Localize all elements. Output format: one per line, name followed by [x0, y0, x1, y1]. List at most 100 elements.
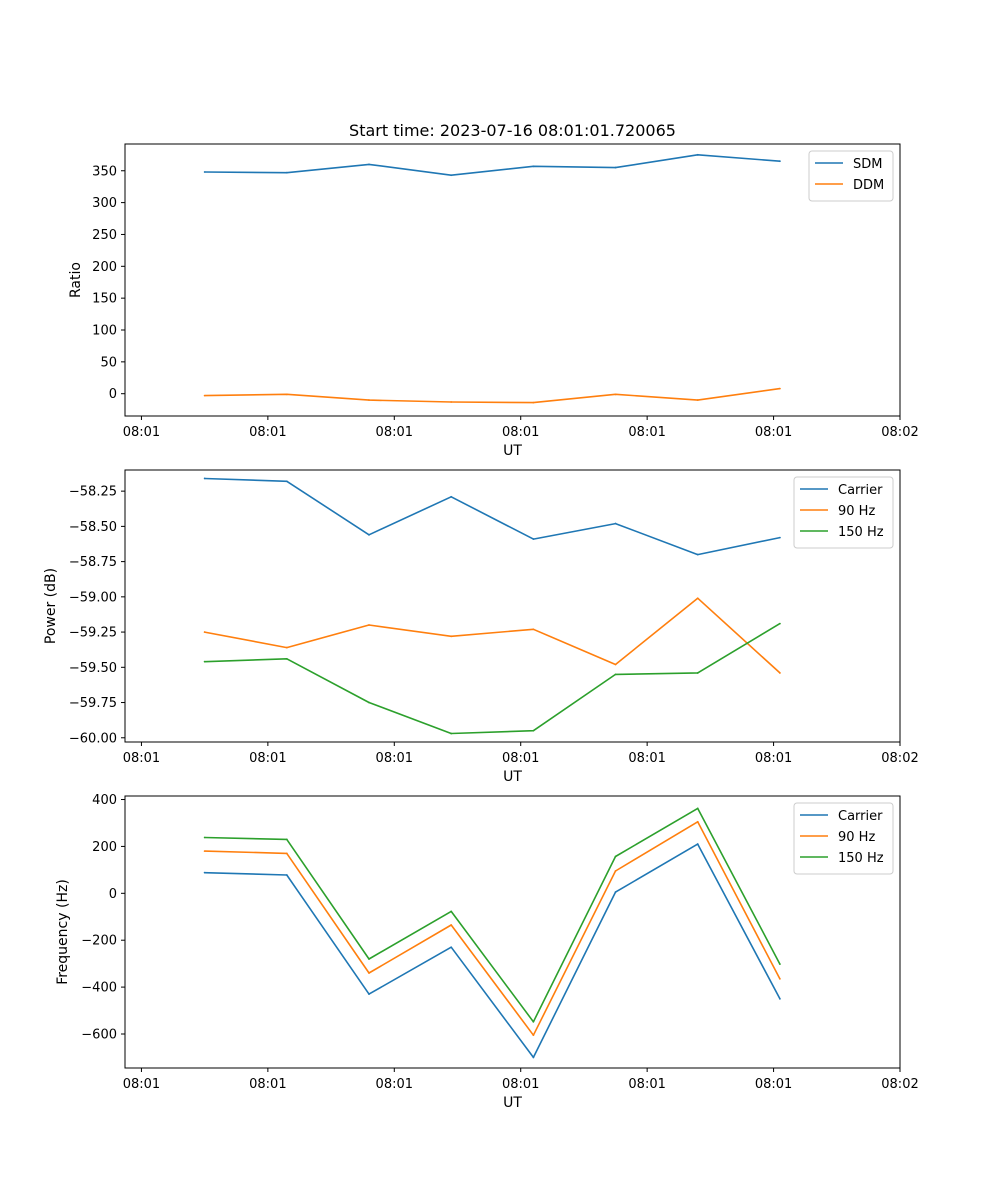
legend-label-90-hz: 90 Hz	[838, 830, 875, 845]
data-point-90-hz	[696, 597, 699, 600]
x-tick-label: 08:01	[123, 751, 160, 766]
y-tick-label: 400	[92, 793, 117, 808]
legend: SDM DDM	[808, 150, 894, 202]
x-axis-label: UT	[503, 443, 522, 459]
y-tick-label: −400	[81, 981, 117, 996]
data-point-150-hz	[450, 732, 453, 735]
x-tick-label: 08:01	[755, 425, 792, 440]
data-point-sdm	[203, 171, 206, 173]
x-tick-label: 08:01	[755, 751, 792, 766]
data-point-90-hz	[778, 672, 781, 674]
data-point-90-hz	[285, 646, 288, 649]
data-point-carrier	[614, 891, 617, 894]
y-tick-label: 100	[92, 324, 117, 339]
data-point-carrier	[696, 843, 699, 845]
data-point-150-hz	[614, 855, 617, 858]
x-tick-label: 08:01	[376, 751, 413, 766]
x-tick-label: 08:01	[755, 1077, 792, 1092]
data-point-90-hz	[532, 1034, 535, 1037]
data-point-carrier	[778, 536, 781, 539]
series-line-150-hz	[204, 807, 781, 1023]
y-tick-label: 200	[92, 260, 117, 275]
data-point-carrier	[450, 946, 453, 949]
data-point-sdm	[614, 166, 617, 169]
data-point-sdm	[778, 160, 781, 163]
y-tick-label: 200	[92, 840, 117, 855]
data-point-ddm	[368, 399, 370, 401]
y-axis-label: Ratio	[68, 262, 84, 298]
data-point-90-hz	[203, 631, 206, 633]
data-point-150-hz	[532, 1020, 535, 1023]
data-point-carrier	[203, 477, 206, 480]
data-point-ddm	[450, 401, 453, 403]
data-point-150-hz	[778, 963, 781, 966]
data-point-150-hz	[778, 622, 781, 625]
data-point-ddm	[203, 394, 206, 397]
data-point-90-hz	[450, 635, 453, 638]
y-axis-label: Frequency (Hz)	[55, 879, 71, 985]
data-point-carrier	[532, 1056, 535, 1059]
y-tick-label: −59.50	[69, 661, 117, 676]
x-tick-label: 08:01	[376, 425, 413, 440]
data-point-sdm	[368, 163, 370, 166]
axes-frame	[124, 469, 901, 743]
x-tick-label: 08:01	[123, 1077, 160, 1092]
data-point-150-hz	[532, 729, 535, 732]
data-point-carrier	[285, 874, 288, 876]
legend-label-carrier: Carrier	[838, 809, 883, 824]
data-point-90-hz	[203, 850, 206, 853]
y-tick-label: 250	[92, 228, 117, 243]
x-tick-label: 08:01	[502, 1077, 539, 1092]
legend-label-sdm: SDM	[853, 157, 882, 172]
chart-title: Start time: 2023-07-16 08:01:01.720065	[349, 121, 676, 140]
y-tick-label: 150	[92, 292, 117, 307]
legend-label-carrier: Carrier	[838, 483, 883, 498]
data-point-sdm	[450, 174, 453, 177]
y-tick-label: 300	[92, 196, 117, 211]
data-point-150-hz	[614, 673, 617, 676]
legend: Carrier 90 Hz 150 Hz	[793, 476, 894, 549]
data-point-carrier	[778, 997, 781, 1000]
x-tick-label: 08:01	[502, 425, 539, 440]
x-axis-label: UT	[503, 769, 522, 785]
data-point-sdm	[532, 165, 535, 168]
data-point-carrier	[368, 533, 370, 536]
data-point-sdm	[285, 171, 288, 174]
data-point-90-hz	[532, 628, 535, 631]
axes-frame	[124, 795, 901, 1069]
y-tick-label: −58.75	[69, 555, 117, 570]
data-point-carrier	[203, 871, 206, 874]
y-tick-label: 50	[100, 355, 117, 370]
data-point-150-hz	[203, 660, 206, 663]
data-point-150-hz	[203, 836, 206, 839]
data-point-carrier	[368, 993, 370, 996]
series-line-sdm	[204, 154, 780, 176]
legend: Carrier 90 Hz 150 Hz	[793, 802, 894, 875]
x-tick-label: 08:02	[881, 751, 918, 766]
x-tick-label: 08:01	[249, 425, 286, 440]
series-line-carrier	[204, 843, 781, 1059]
x-tick-label: 08:01	[628, 1077, 665, 1092]
data-point-carrier	[532, 538, 535, 540]
data-point-90-hz	[778, 977, 781, 980]
y-tick-label: −59.25	[69, 626, 117, 641]
y-tick-label: 350	[92, 164, 117, 179]
x-tick-label: 08:01	[249, 1077, 286, 1092]
data-point-ddm	[532, 401, 535, 404]
x-axis-label: UT	[503, 1095, 522, 1111]
legend-label-90-hz: 90 Hz	[838, 504, 875, 519]
y-tick-label: −58.50	[69, 520, 117, 535]
series-line-90-hz	[204, 820, 781, 1036]
data-point-90-hz	[368, 624, 370, 626]
chart-panel-1: 08:01 08:01 08:01 08:01 08:01 08:01 08:02 0 50 10…	[68, 143, 919, 459]
series-line-ddm	[204, 387, 781, 404]
data-point-90-hz	[696, 820, 699, 823]
x-tick-label: 08:01	[628, 425, 665, 440]
data-point-ddm	[696, 399, 699, 401]
data-point-90-hz	[368, 972, 370, 974]
x-tick-label: 08:01	[502, 751, 539, 766]
data-point-90-hz	[614, 870, 617, 872]
legend-label-150-hz: 150 Hz	[838, 525, 884, 540]
data-point-carrier	[614, 522, 617, 525]
